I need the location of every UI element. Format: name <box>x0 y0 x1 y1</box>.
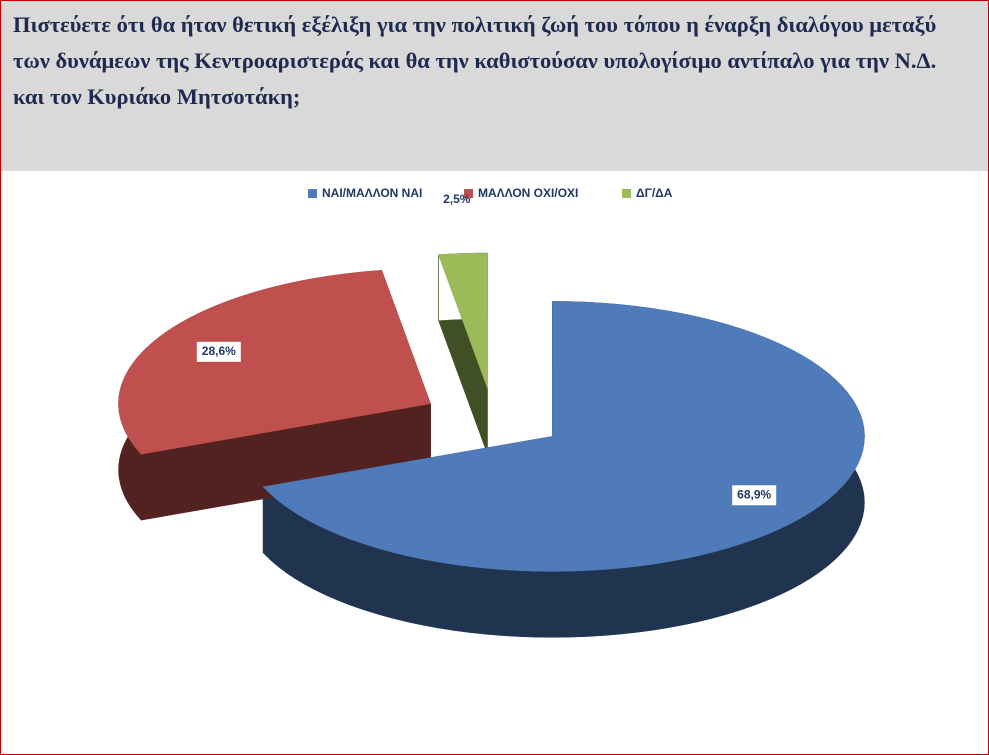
legend-label: ΜΑΛΛΟΝ ΟΧΙ/ΟΧΙ <box>478 186 578 200</box>
slice <box>262 301 865 572</box>
data-label: 2,5% <box>443 192 471 206</box>
legend-swatch <box>622 189 631 198</box>
legend-swatch <box>464 189 473 198</box>
slice <box>118 270 431 455</box>
data-label: 28,6% <box>202 344 236 358</box>
chart-title: Πιστεύετε ότι θα ήταν θετική εξέλιξη για… <box>13 12 937 109</box>
legend-label: ΝΑΙ/ΜΑΛΛΟΝ ΝΑΙ <box>322 186 422 200</box>
data-label-box <box>732 485 777 506</box>
header-band: Πιστεύετε ότι θα ήταν θετική εξέλιξη για… <box>1 1 988 171</box>
data-label: 68,9% <box>737 487 771 501</box>
slice <box>438 252 488 389</box>
data-label-box <box>196 341 241 362</box>
legend-label: ΔΓ/ΔΑ <box>636 186 673 200</box>
legend-swatch <box>308 189 317 198</box>
